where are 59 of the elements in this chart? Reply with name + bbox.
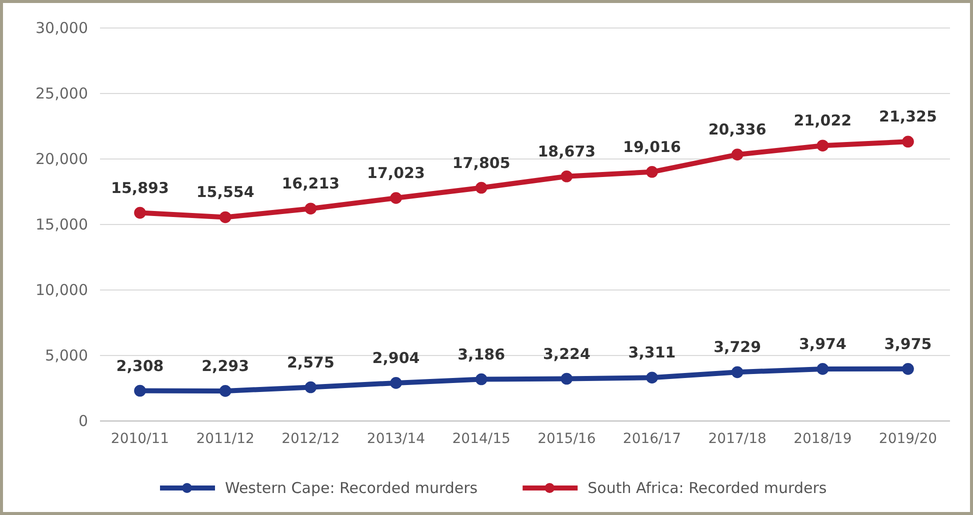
point [390,377,402,389]
point [902,136,914,148]
x-tick-label: 2017/18 [708,430,766,447]
y-tick-label: 5,000 [45,346,88,364]
x-tick-label: 2011/12 [196,430,254,447]
y-tick-label: 0 [78,412,88,430]
data-label: 18,673 [538,142,596,160]
point [560,170,573,182]
data-label: 15,554 [196,183,254,202]
data-label: 17,023 [367,164,425,182]
data-label: 21,022 [794,112,852,130]
point [304,202,317,215]
data-label: 17,805 [452,154,510,172]
x-tick-label: 2016/17 [622,430,682,447]
point [134,384,146,397]
legend-label: Western Cape: Recorded murders [225,479,478,497]
y-tick-label: 20,000 [36,150,88,168]
point [816,363,829,375]
data-label: 3,975 [884,334,932,353]
x-tick-label: 2015/16 [538,430,596,447]
point [390,192,402,204]
data-label: 15,893 [111,178,169,197]
data-label: 2,308 [116,356,164,375]
data-label: 3,729 [714,338,762,356]
y-tick-label: 10,000 [36,280,88,299]
point [560,372,573,385]
point [902,363,914,375]
point [816,140,829,152]
data-label: 3,224 [542,344,590,363]
legend-label: South Africa: Recorded murders [588,479,827,497]
point [731,366,744,378]
data-label: 3,974 [798,334,846,353]
x-tick-label: 2010/11 [110,430,170,447]
point [731,148,744,161]
point [475,373,488,386]
data-label: 19,016 [623,138,681,156]
point [219,385,232,397]
y-tick-label: 30,000 [36,18,88,37]
y-tick-label: 25,000 [36,84,88,102]
data-label: 2,575 [286,353,334,372]
point [134,206,146,219]
x-tick-label: 2013/14 [366,430,426,447]
data-label: 16,213 [282,174,340,193]
x-tick-label: 2019/20 [878,430,938,447]
point [304,381,317,394]
point [646,372,658,384]
data-label: 21,325 [879,108,937,126]
data-label: 2,904 [372,348,420,367]
y-tick-label: 15,000 [36,215,88,234]
point [646,166,658,178]
data-label: 3,311 [628,344,676,362]
data-label: 3,186 [458,345,506,364]
point [219,211,232,224]
x-tick-label: 2014/15 [452,430,510,447]
data-label: 2,293 [202,356,250,375]
x-tick-label: 2012/12 [282,430,340,447]
point [475,182,488,194]
data-label: 20,336 [708,120,766,139]
x-tick-label: 2018/19 [794,430,852,447]
